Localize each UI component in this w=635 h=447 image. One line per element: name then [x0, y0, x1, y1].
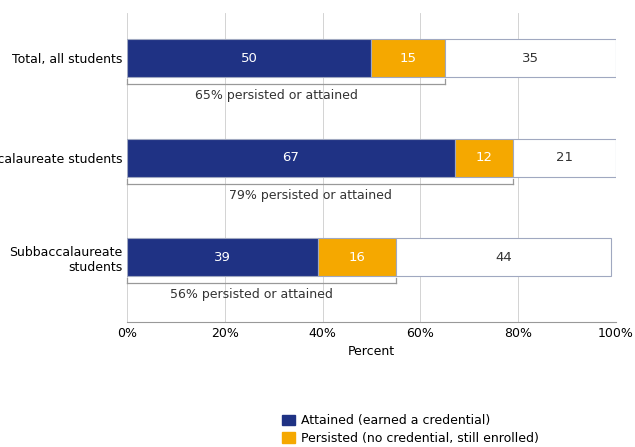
Text: 39: 39	[214, 251, 231, 264]
Bar	[455, 139, 513, 177]
Text: 67: 67	[283, 151, 299, 164]
Text: 56% persisted or attained: 56% persisted or attained	[170, 288, 333, 301]
Bar	[318, 238, 396, 276]
Bar	[127, 139, 455, 177]
Bar	[513, 139, 616, 177]
Bar	[371, 39, 444, 77]
Legend: Attained (earned a credential), Persisted (no credential, still enrolled), Not e: Attained (earned a credential), Persiste…	[283, 414, 539, 447]
Text: 65% persisted or attained: 65% persisted or attained	[195, 89, 358, 102]
Bar	[444, 39, 616, 77]
Text: 44: 44	[495, 251, 512, 264]
Text: 35: 35	[522, 52, 539, 65]
Text: 16: 16	[349, 251, 365, 264]
Text: 79% persisted or attained: 79% persisted or attained	[229, 189, 392, 202]
Text: 50: 50	[241, 52, 258, 65]
Text: 21: 21	[556, 151, 573, 164]
Text: 15: 15	[399, 52, 417, 65]
Bar	[127, 39, 371, 77]
Bar	[127, 238, 318, 276]
Text: 12: 12	[476, 151, 492, 164]
Bar	[396, 238, 611, 276]
X-axis label: Percent: Percent	[348, 345, 395, 358]
